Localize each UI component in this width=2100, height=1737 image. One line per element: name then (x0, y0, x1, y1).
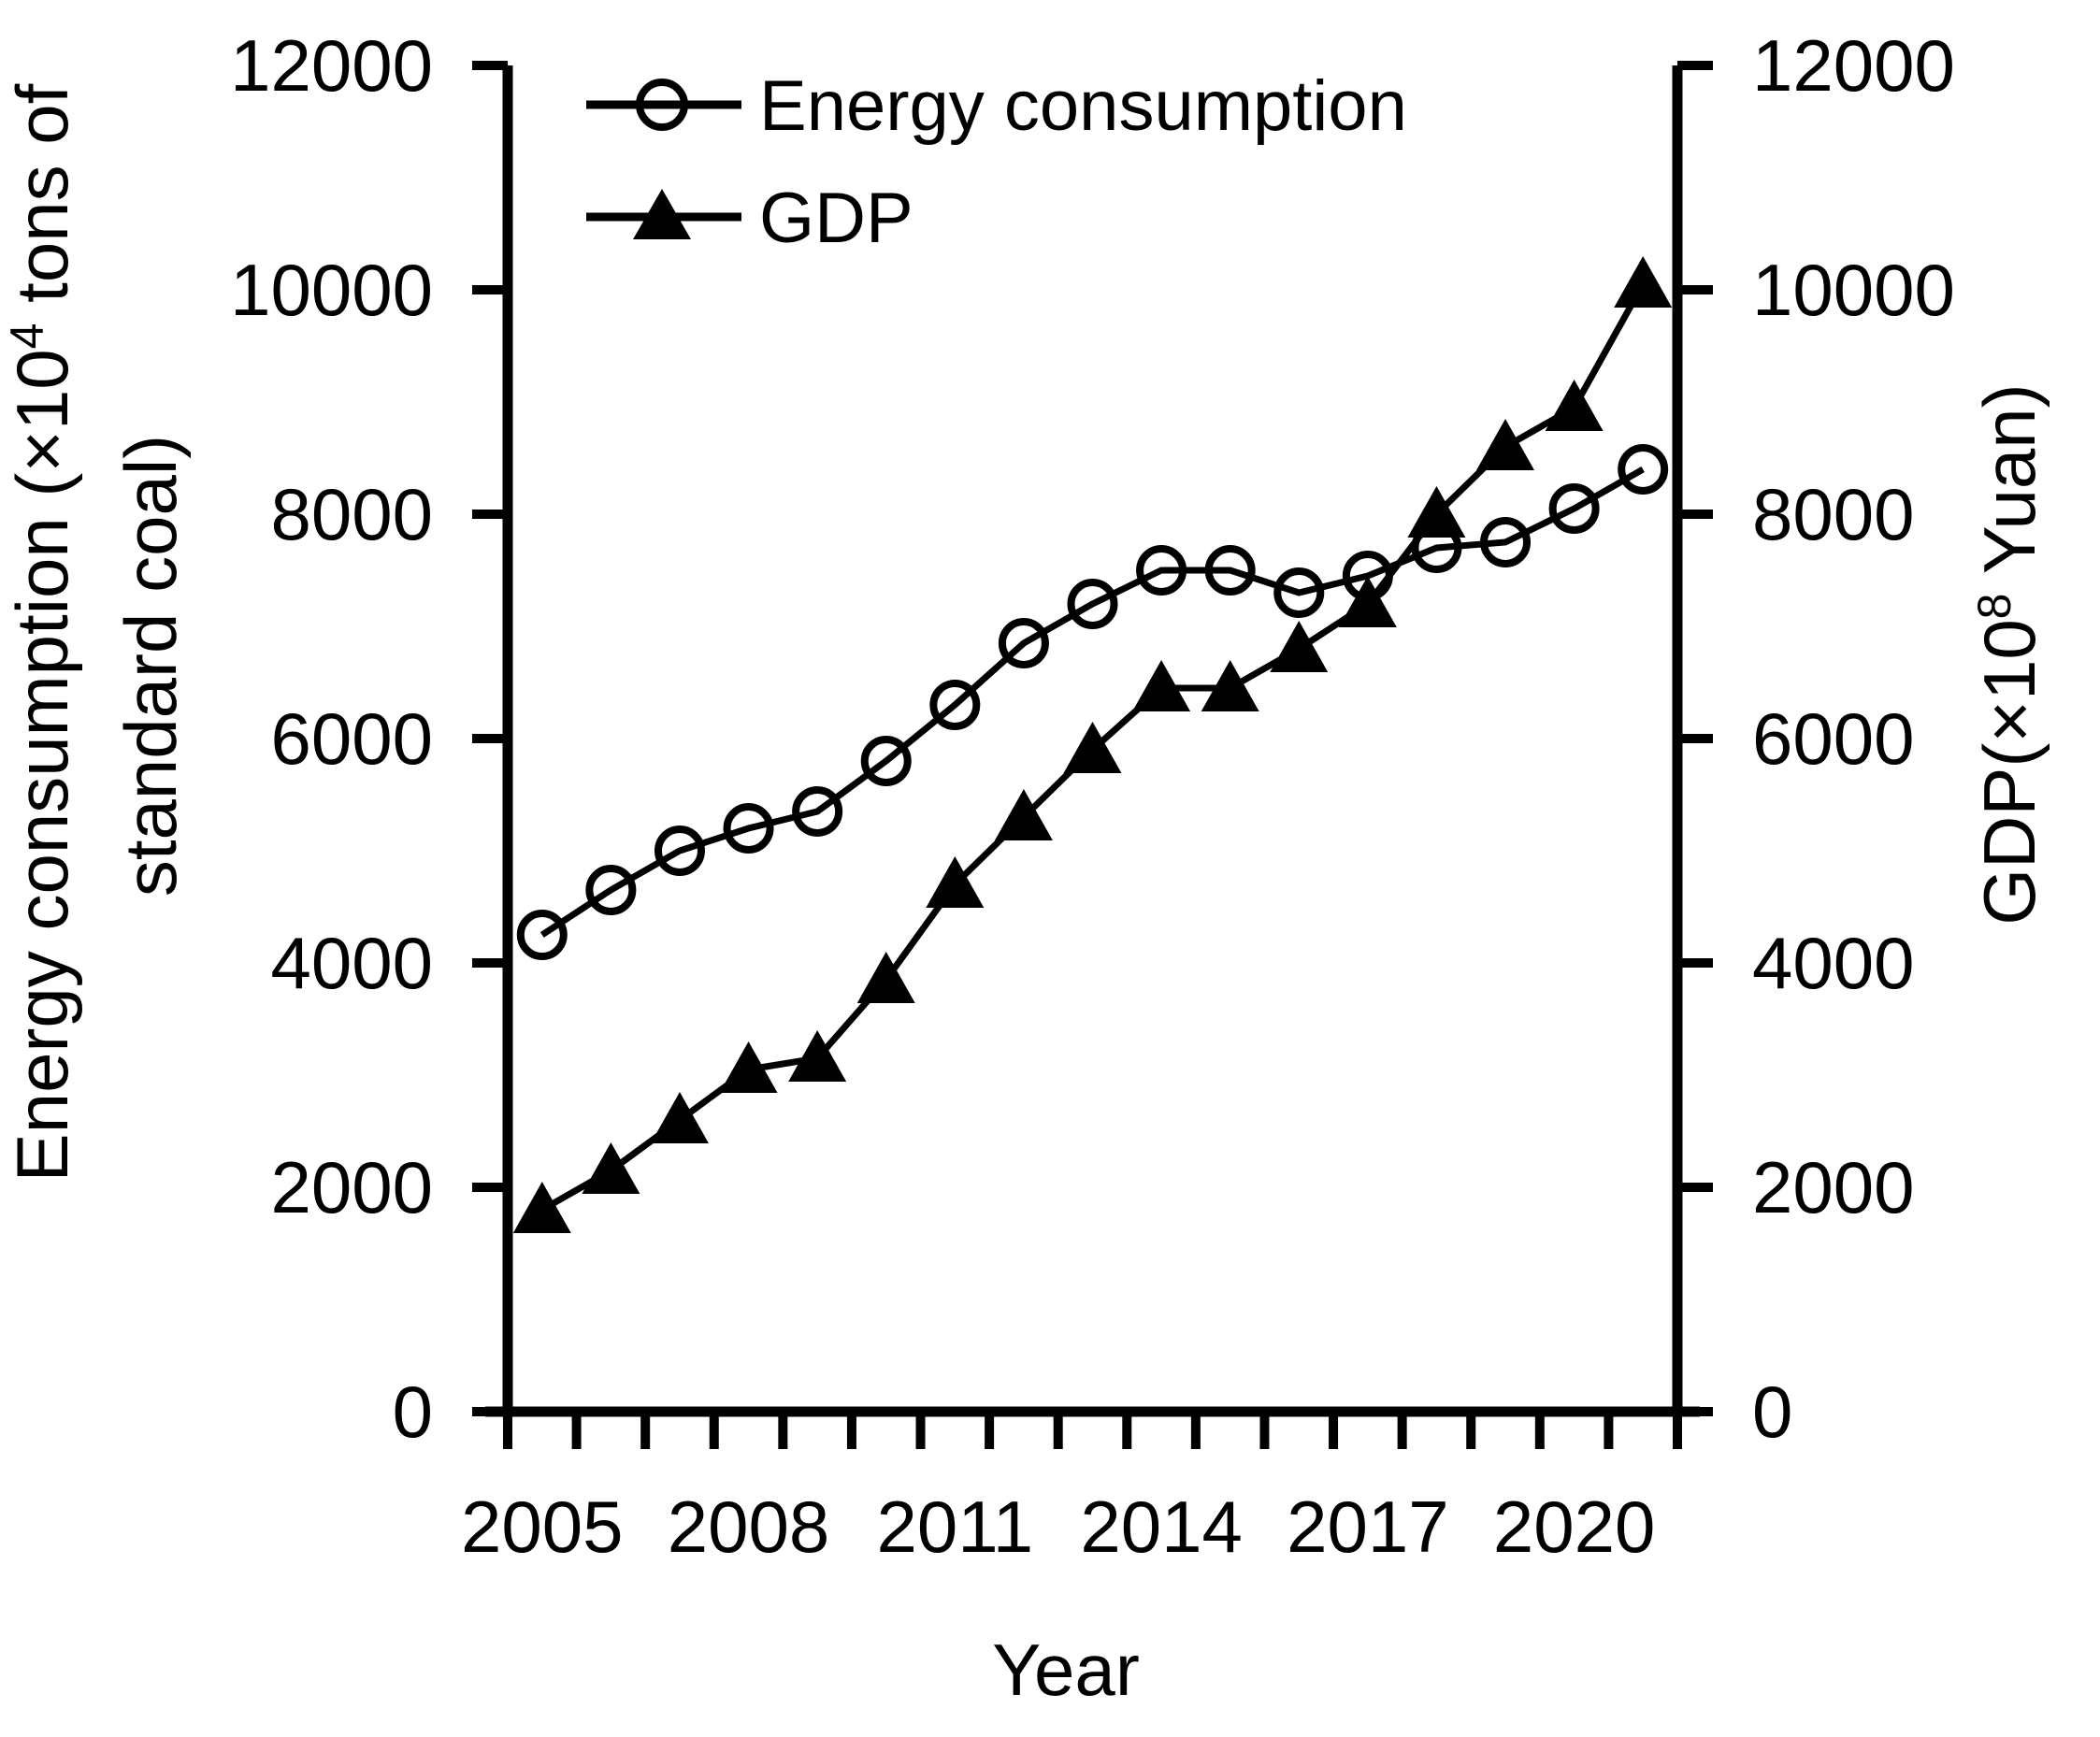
data-point-circle (723, 803, 774, 854)
left-axis-title-line2: standard coal) (109, 435, 192, 897)
right-axis-tick-label: 6000 (1752, 697, 1915, 780)
data-point-circle (1067, 579, 1118, 629)
legend-energy-label: Energy consumption (759, 66, 1407, 146)
right-axis-title: GDP(×108 Yuan) (1968, 383, 2050, 925)
data-point-triangle (1545, 380, 1604, 431)
x-axis-tick-label: 2008 (668, 1486, 830, 1568)
data-point-triangle (582, 1142, 640, 1194)
data-point-triangle (926, 856, 985, 908)
axes-group: 0 0 2000 2000 4000 4000 6000 6000 8000 8000 10000 1… (230, 24, 1955, 1568)
data-point-triangle (788, 1030, 847, 1082)
series-line (539, 466, 1645, 938)
data-point-triangle (994, 789, 1053, 840)
right-axis-tick-label: 0 (1752, 1371, 1792, 1453)
left-axis-tick-label: 0 (393, 1371, 433, 1453)
data-point-circle (585, 865, 637, 915)
left-axis-tick-label: 12000 (230, 24, 433, 107)
left-axis-tick-label: 8000 (270, 473, 433, 555)
left-axis-tick-label: 6000 (270, 697, 433, 780)
data-point-triangle (1476, 419, 1535, 470)
legend-gdp-label: GDP (759, 179, 913, 258)
right-axis-tick-label: 4000 (1752, 922, 1915, 1004)
data-point-triangle (719, 1041, 778, 1093)
data-point-triangle (1063, 722, 1122, 773)
x-axis-tick-label: 2017 (1287, 1486, 1449, 1568)
legend-filled-triangle-icon (633, 189, 691, 239)
data-point-circle (1204, 545, 1256, 596)
x-axis-tick-label: 2014 (1080, 1486, 1243, 1568)
series-energy-consumption (516, 444, 1669, 960)
left-axis-tick-label: 10000 (230, 249, 433, 331)
left-axis-title-line1: Energy consumption (×104 tons of (1, 83, 83, 1182)
data-point-circle (1618, 444, 1669, 495)
data-point-circle (998, 618, 1049, 668)
data-point-circle (1136, 545, 1187, 596)
data-point-circle (654, 825, 705, 876)
x-axis-tick-label: 2011 (876, 1486, 1033, 1568)
right-axis-tick-label: 10000 (1752, 249, 1955, 331)
right-axis-tick-label: 2000 (1752, 1146, 1915, 1228)
data-point-circle (516, 910, 568, 960)
data-point-circle (792, 786, 843, 837)
legend-open-circle-icon (636, 79, 688, 131)
left-axis-tick-label: 2000 (270, 1146, 433, 1228)
series-group (512, 256, 1673, 1233)
data-point-triangle (1132, 660, 1191, 711)
data-point-triangle (512, 1182, 571, 1233)
right-axis-tick-label: 8000 (1752, 473, 1915, 555)
data-point-triangle (650, 1092, 709, 1143)
data-point-triangle (1614, 256, 1673, 308)
legend-item-energy: Energy consumption (586, 66, 1407, 146)
data-point-circle (1273, 567, 1325, 618)
series-gdp (512, 256, 1673, 1233)
x-axis-title: Year (992, 1629, 1140, 1711)
data-point-triangle (1338, 576, 1397, 627)
x-axis-tick-label: 2005 (461, 1486, 624, 1568)
legend: Energy consumption GDP (586, 66, 1407, 258)
data-point-triangle (1407, 486, 1466, 538)
left-axis-tick-label: 4000 (270, 922, 433, 1004)
legend-item-gdp: GDP (586, 179, 913, 258)
right-axis-tick-label: 12000 (1752, 24, 1955, 107)
data-point-triangle (1201, 660, 1259, 711)
data-point-triangle (856, 952, 915, 1003)
data-point-circle (860, 736, 912, 786)
data-point-circle (1480, 517, 1532, 567)
data-point-triangle (1270, 621, 1329, 672)
data-point-circle (929, 680, 981, 730)
data-point-circle (1548, 483, 1600, 534)
x-axis-tick-label: 2020 (1493, 1486, 1656, 1568)
